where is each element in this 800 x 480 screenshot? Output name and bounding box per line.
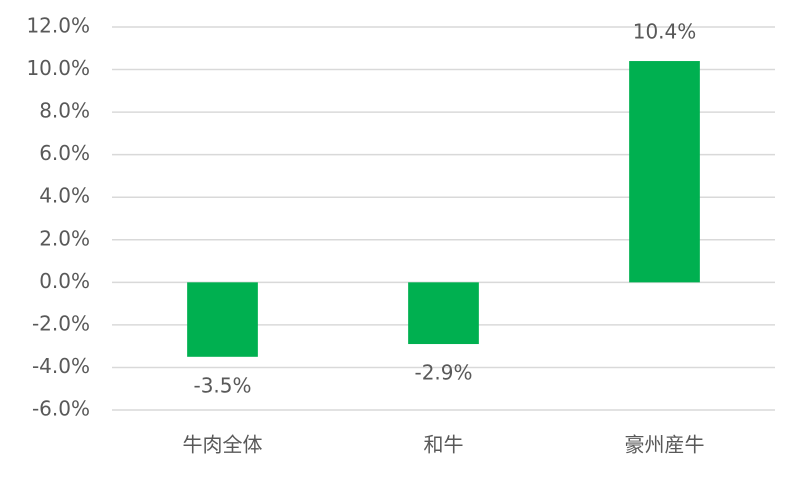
data-label: 10.4% <box>633 20 697 44</box>
x-tick-label: 和牛 <box>424 433 464 457</box>
bar <box>187 282 258 357</box>
y-tick-label: 0.0% <box>39 269 90 293</box>
y-tick-label: 4.0% <box>39 184 90 208</box>
y-tick-label: -6.0% <box>32 397 90 421</box>
y-tick-label: 10.0% <box>26 56 90 80</box>
y-tick-label: 12.0% <box>26 14 90 38</box>
y-tick-label: 8.0% <box>39 99 90 123</box>
bar <box>408 282 479 345</box>
y-tick-label: 2.0% <box>39 226 90 250</box>
data-label: -3.5% <box>193 373 251 397</box>
x-tick-label: 牛肉全体 <box>183 433 263 457</box>
y-tick-label: -4.0% <box>32 354 90 378</box>
bar <box>629 61 700 283</box>
data-label: -2.9% <box>414 361 472 385</box>
x-tick-label: 豪州産牛 <box>625 433 705 457</box>
y-tick-label: 6.0% <box>39 141 90 165</box>
y-tick-label: -2.0% <box>32 311 90 335</box>
